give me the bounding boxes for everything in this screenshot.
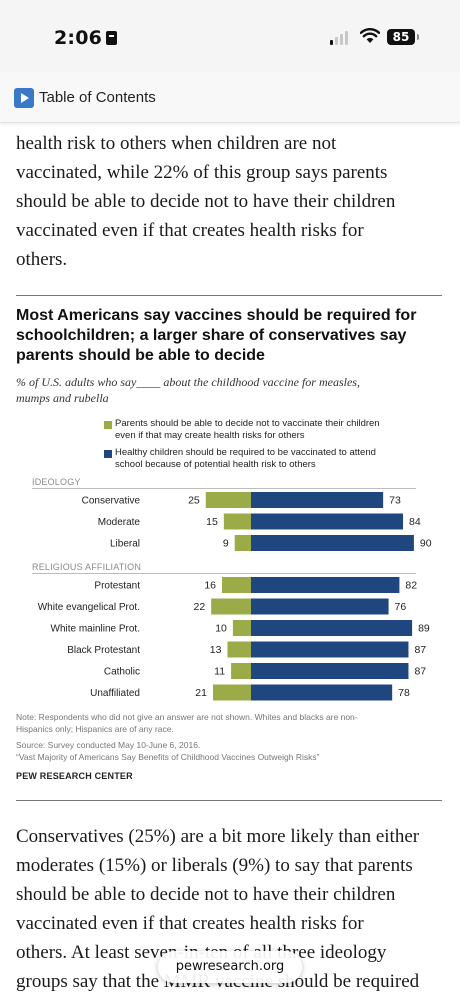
text-line: vaccinated even if that creates health r… <box>16 913 364 934</box>
bar-decide <box>223 513 251 530</box>
group-heading-religion: RELIGIOUS AFFILIATION <box>32 562 142 572</box>
row-label: Unaffiliated <box>90 688 140 699</box>
text-line: health risk to others when children are … <box>16 133 337 154</box>
legend-swatch-required <box>104 450 112 458</box>
data-label-decide: 9 <box>223 538 229 550</box>
legend-entry-required: Healthy children should be required to b… <box>115 447 376 470</box>
status-bar: 2:06 85 <box>0 0 460 72</box>
bar-required <box>251 577 400 593</box>
group-heading-ideology: IDEOLOGY <box>32 477 81 487</box>
toc-bar[interactable] <box>0 72 460 123</box>
bar-required <box>251 684 393 701</box>
bar-required <box>251 598 389 615</box>
bar-decide <box>222 577 251 593</box>
text-line: Conservatives (25%) are a bit more likel… <box>16 826 420 847</box>
data-label-required: 84 <box>409 516 421 528</box>
data-label-decide: 16 <box>204 580 216 592</box>
focus-lock-icon <box>106 31 118 45</box>
text-line: should be able to decide not to have the… <box>16 884 396 905</box>
bar-decide <box>211 598 251 615</box>
bar-required <box>251 492 384 508</box>
text-line: others. <box>16 249 68 270</box>
bar-required <box>251 513 404 530</box>
bar-required <box>251 620 413 636</box>
pew-research-center-logo: PEW RESEARCH CENTER <box>16 771 133 781</box>
legend-entry-decide: Parents should be able to decide not to … <box>115 418 380 441</box>
battery-indicator: 85 <box>387 29 419 45</box>
bar-decide <box>212 684 251 701</box>
data-label-decide: 21 <box>195 687 207 699</box>
play-icon[interactable] <box>14 88 34 108</box>
data-label-decide: 13 <box>210 644 222 656</box>
wifi-icon <box>360 28 380 43</box>
bar-chart: Conservative 25 73 Moderate 15 84 Liberal 9 90 Pr… <box>38 492 432 701</box>
toc-link[interactable]: Table of Contents <box>39 89 156 106</box>
clock: 2:06 <box>54 27 118 49</box>
text-line: should be able to decide not to have the… <box>16 191 396 212</box>
article-paragraph: health risk to others when children are … <box>16 129 456 274</box>
data-label-required: 90 <box>420 538 432 550</box>
row-label: Moderate <box>98 517 141 528</box>
row-label: Black Protestant <box>67 645 140 656</box>
data-label-required: 89 <box>418 623 430 635</box>
row-label: White evangelical Prot. <box>38 602 140 613</box>
bar-decide <box>205 492 251 508</box>
bar-required <box>251 641 409 658</box>
data-label-required: 87 <box>414 644 426 656</box>
bar-decide <box>234 535 251 551</box>
figure-subtitle: % of U.S. adults who say____ about the c… <box>16 375 360 405</box>
data-label-decide: 22 <box>193 601 205 613</box>
data-label-required: 87 <box>414 666 426 678</box>
bar-decide <box>231 663 251 679</box>
bar-required <box>251 663 409 679</box>
data-label-required: 76 <box>395 601 407 613</box>
row-label: White mainline Prot. <box>51 624 140 635</box>
figure-source: Source: Survey conducted May 10-June 6, … <box>16 740 201 750</box>
bar-decide <box>232 620 251 636</box>
bar-required <box>251 535 414 551</box>
data-label-decide: 15 <box>206 516 218 528</box>
row-label: Protestant <box>94 581 140 592</box>
legend-swatch-decide <box>104 421 112 429</box>
data-label-required: 82 <box>405 580 417 592</box>
group-rule <box>32 573 416 574</box>
figure-title: Most Americans say vaccines should be re… <box>16 307 417 364</box>
figure-report-title: “Vast Majority of Americans Say Benefits… <box>16 752 320 762</box>
data-label-decide: 25 <box>188 495 200 507</box>
data-label-required: 73 <box>389 495 401 507</box>
text-line: vaccinated, while 22% of this group says… <box>16 162 388 183</box>
data-label-decide: 11 <box>214 666 225 678</box>
row-label: Liberal <box>110 539 140 550</box>
url-bar[interactable]: pewresearch.org <box>158 951 302 983</box>
cellular-signal-icon <box>330 31 348 45</box>
data-label-decide: 10 <box>215 623 227 635</box>
figure-bottom-rule <box>16 800 442 801</box>
figure-note: Hispanics only; Hispanics are of any rac… <box>16 724 174 734</box>
data-label-required: 78 <box>398 687 410 699</box>
figure-top-rule <box>16 295 442 296</box>
text-line: vaccinated even if that creates health r… <box>16 220 364 241</box>
group-rule <box>32 488 416 489</box>
bar-decide <box>227 641 251 658</box>
text-line: moderates (15%) or liberals (9%) to say … <box>16 855 413 876</box>
row-label: Conservative <box>82 496 141 507</box>
row-label: Catholic <box>104 667 140 678</box>
figure-note: Note: Respondents who did not give an an… <box>16 712 358 722</box>
